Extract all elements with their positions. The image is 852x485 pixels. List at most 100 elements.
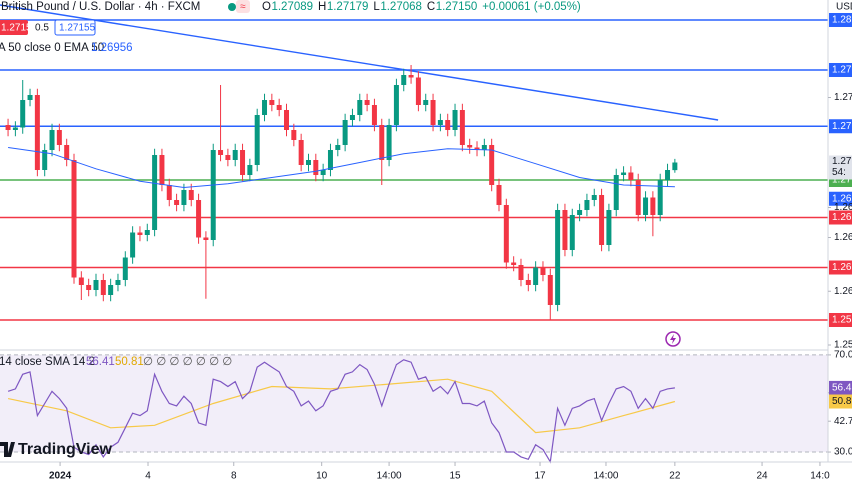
rsi-band (0, 354, 828, 453)
candle-body (64, 145, 70, 160)
price-badge (829, 380, 852, 395)
price-badge-label: 1.26 (832, 193, 852, 204)
candle-body (555, 210, 561, 305)
price-badge-label: 50.8 (832, 396, 852, 407)
candle-body (298, 140, 304, 165)
current-price-label: 1.27 (832, 156, 852, 167)
candle-body (386, 125, 392, 160)
candle-body (196, 200, 202, 238)
candle-body (122, 257, 128, 280)
candle-body (635, 180, 641, 215)
logo: TradingView (18, 441, 113, 458)
candle-body (284, 110, 290, 130)
candle-body (262, 100, 268, 115)
x-tick-label: 10 (316, 471, 328, 482)
candle-body (34, 95, 40, 170)
candle-body (371, 105, 377, 125)
current-price-badge (829, 155, 852, 180)
candle-body (643, 197, 649, 215)
candle-body (621, 172, 627, 175)
rsi-line (7, 359, 675, 464)
candle-body (269, 100, 275, 105)
candle-body (474, 147, 480, 150)
plot (0, 65, 828, 464)
candle-body (49, 130, 55, 150)
buy-price[interactable]: 1.27155 (59, 23, 96, 34)
candle-body (613, 175, 619, 210)
candle-body (584, 200, 590, 210)
price-badge-label: 1.25 (832, 315, 852, 326)
candle-body (247, 165, 253, 175)
candle-body (181, 190, 187, 205)
price-badge-label: 1.26 (832, 212, 852, 223)
ohlc-letter: H (318, 1, 326, 13)
market-status (228, 3, 236, 11)
candle-body (657, 180, 663, 215)
candle-body (401, 75, 407, 85)
ema-line (8, 147, 675, 189)
candle-body (452, 110, 458, 130)
candle-body (408, 75, 414, 78)
candle-body (496, 185, 502, 205)
candle-body (459, 110, 465, 145)
candle-body (511, 262, 517, 265)
candle-body (166, 185, 172, 200)
candle-body (71, 160, 77, 278)
x-tick-label: 14:0 (810, 471, 830, 482)
price-badge (829, 191, 852, 206)
x-tick-label: 17 (534, 471, 546, 482)
candle-body (327, 150, 333, 170)
candle-body (628, 172, 634, 180)
candle-body (86, 285, 92, 290)
buy-button[interactable] (54, 19, 96, 36)
candle-body (203, 237, 209, 240)
rsi-ma-line (7, 378, 676, 434)
candle-body (364, 100, 370, 105)
price-badge (829, 313, 852, 327)
axes: 1.281.271.271.271.261.261.251.261.2754:1… (49, 13, 852, 482)
candle-body (437, 120, 443, 125)
trendline (0, 4, 719, 121)
candle-body (533, 267, 539, 285)
change: +0.00061 (+0.05%) (482, 1, 581, 13)
ohlc-value: 1.27089 (271, 1, 313, 13)
ohlc-value: 1.27150 (436, 1, 478, 13)
candle-body (218, 150, 224, 155)
candle-body (518, 265, 524, 280)
candle-body (130, 232, 136, 258)
candle-body (137, 232, 143, 235)
candle-body (93, 280, 99, 290)
candle-body (357, 100, 363, 115)
rsi-empty: ∅ ∅ ∅ ∅ ∅ ∅ ∅ (143, 356, 232, 368)
price-badge-label: 1.28 (832, 15, 852, 26)
alert-icon[interactable] (665, 331, 681, 347)
spread: 0.5 (35, 23, 49, 34)
x-tick-label: 4 (145, 471, 151, 482)
levels (0, 4, 828, 321)
candle-body (547, 275, 553, 305)
logo-mark (0, 442, 15, 457)
x-tick-label: 24 (756, 471, 768, 482)
candle-body (503, 205, 509, 263)
candle-body (569, 215, 575, 250)
candle-body (188, 190, 194, 200)
candle-body (78, 277, 84, 285)
candle-body (276, 105, 282, 110)
price-badge-label: 1.26 (832, 262, 852, 273)
candle-body (115, 280, 121, 285)
ohlc-legend: O 1.27089 H 1.27179 L 1.27068 C 1.27150 +0.00061… (262, 1, 581, 13)
candle-body (650, 197, 656, 215)
candle-body (379, 125, 385, 160)
candle-body (232, 150, 238, 160)
candle-body (672, 162, 678, 171)
symbol: British Pound / U.S. Dollar · 4h · FXCM (1, 1, 200, 13)
candle-body (42, 150, 48, 170)
x-tick-label: 15 (449, 471, 461, 482)
sell-button[interactable] (0, 20, 28, 35)
candle-body (349, 115, 355, 120)
price-badge (829, 260, 852, 275)
y-tick-label: 1.26 (834, 232, 852, 243)
sell-price[interactable]: 1.27150 (1, 23, 38, 34)
